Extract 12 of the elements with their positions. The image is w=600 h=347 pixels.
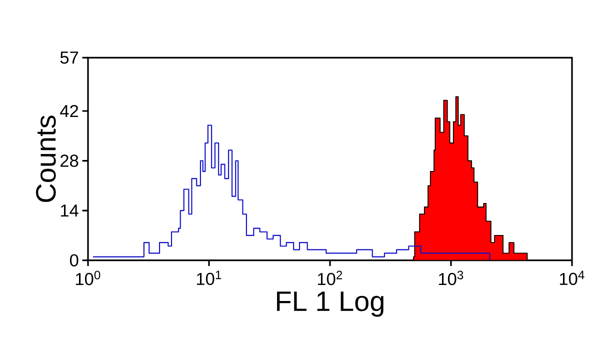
x-tick-label: 10$^{3}$ [438, 270, 464, 286]
x-tick-label: 10$^{2}$ [318, 270, 342, 286]
y-axis-title: Counts [36, 116, 56, 202]
y-tick-label: 28 [60, 154, 78, 167]
x-tick-label: 10$^{0}$ [76, 270, 100, 286]
y-tick-label: 57 [60, 52, 78, 64]
x-tick-label: 10$^{1}$ [196, 270, 222, 286]
x-tick-label: 10$^{4}$ [560, 270, 584, 286]
y-tick-label: 14 [60, 204, 78, 217]
x-axis-title: FL 1 Log [277, 292, 384, 317]
y-tick-label: 42 [60, 104, 78, 118]
y-tick-label: 0 [70, 254, 78, 266]
